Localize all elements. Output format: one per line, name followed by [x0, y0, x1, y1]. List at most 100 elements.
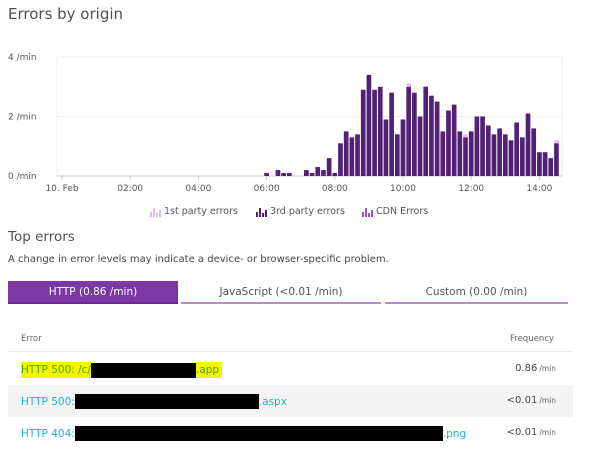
header-divider [8, 351, 573, 352]
top-errors-subtitle: A change in error levels may indicate a … [8, 254, 389, 265]
tab-custom[interactable]: Custom (0.00 /min) [385, 281, 568, 304]
top-errors-title: Top errors [8, 229, 75, 245]
legend-label: 1st party errors [164, 206, 238, 217]
bar-3rd-party-errors [326, 158, 332, 176]
y-tick-label: 2 /min [8, 113, 37, 123]
column-header-frequency[interactable]: Frequency [510, 334, 554, 344]
x-tick-label: 06:00 [254, 184, 280, 194]
bar-chart-icon [150, 207, 161, 217]
y-tick-label: 4 /min [8, 53, 37, 63]
bar-3rd-party-errors [304, 170, 309, 176]
bar-3rd-party-errors [275, 170, 281, 176]
bar-3rd-party-errors [321, 170, 326, 176]
bar-3rd-party-errors [417, 116, 423, 176]
legend-item-1st-party[interactable]: 1st party errors [150, 206, 238, 217]
bar-3rd-party-errors [394, 134, 400, 176]
x-tick-label: 04:00 [185, 184, 211, 194]
redacted-block [90, 362, 196, 378]
bar-3rd-party-errors [542, 152, 548, 176]
table-row[interactable]: HTTP 404: .png <0.01/min [8, 417, 573, 449]
error-link[interactable]: HTTP 404: .png [21, 426, 466, 441]
legend-label: CDN Errors [376, 206, 429, 217]
bar-3rd-party-errors [355, 134, 360, 176]
bar-3rd-party-errors [525, 113, 531, 176]
section-title: Errors by origin [8, 5, 124, 23]
bar-3rd-party-errors [463, 137, 468, 176]
bar-3rd-party-errors [332, 173, 338, 176]
bar-3rd-party-errors [480, 116, 485, 176]
y-tick-label: 0 /min [8, 172, 37, 182]
frequency-value: 0.86/min [515, 363, 556, 374]
bar-3rd-party-errors [474, 116, 480, 176]
bar-3rd-party-errors [440, 131, 446, 176]
errors-by-origin-chart: 0 /min 2 /min 4 /min 10. Feb 02:00 04:00 06:00… [8, 53, 563, 194]
error-link[interactable]: HTTP 500: /c/ .app [21, 362, 223, 378]
error-link[interactable]: HTTP 500: .aspx [21, 394, 287, 409]
table-row[interactable]: HTTP 500: /c/ .app 0.86/min [8, 353, 573, 385]
bar-3rd-party-errors [343, 131, 349, 176]
bar-3rd-party-errors [508, 140, 514, 176]
bar-chart-icon [362, 207, 373, 217]
bar-3rd-party-errors [349, 137, 355, 176]
bar-3rd-party-errors [423, 86, 429, 176]
bar-1st-party-errors [463, 134, 468, 138]
table-row[interactable]: HTTP 500: .aspx <0.01/min [8, 385, 573, 417]
x-tick-label: 02:00 [117, 184, 143, 194]
bar-3rd-party-errors [377, 86, 383, 176]
bar-3rd-party-errors [502, 134, 508, 176]
error-prefix: HTTP 500: [21, 395, 75, 408]
bar-3rd-party-errors [281, 173, 286, 176]
bar-3rd-party-errors [286, 173, 292, 176]
bar-3rd-party-errors [429, 95, 434, 176]
bar-3rd-party-errors [514, 122, 520, 176]
bar-3rd-party-errors [531, 128, 537, 176]
bar-3rd-party-errors [537, 152, 542, 176]
bar-3rd-party-errors [264, 173, 269, 176]
error-suffix: .aspx [258, 395, 287, 408]
bar-3rd-party-errors [451, 104, 457, 176]
bar-3rd-party-errors [554, 143, 559, 176]
bar-1st-party-errors [406, 83, 412, 87]
bar-3rd-party-errors [383, 119, 389, 176]
tab-javascript[interactable]: JavaScript (<0.01 /min) [181, 281, 381, 304]
frequency-value: <0.01/min [506, 395, 556, 406]
bar-3rd-party-errors [389, 92, 394, 176]
bar-3rd-party-errors [485, 125, 491, 176]
bar-3rd-party-errors [406, 86, 412, 176]
legend-label: 3rd party errors [270, 206, 345, 217]
error-prefix: HTTP 500: /c/ [21, 362, 91, 378]
bar-3rd-party-errors [491, 134, 497, 176]
bar-3rd-party-errors [434, 101, 440, 176]
bar-3rd-party-errors [315, 167, 321, 176]
bar-3rd-party-errors [412, 92, 417, 176]
bar-3rd-party-errors [309, 173, 315, 176]
error-suffix: .png [442, 427, 467, 440]
bar-3rd-party-errors [338, 143, 343, 176]
redacted-block [74, 426, 443, 441]
x-tick-label: 08:00 [322, 184, 348, 194]
x-tick-label: 12:00 [458, 184, 484, 194]
x-tick-label: 10:00 [390, 184, 416, 194]
bar-3rd-party-errors [497, 128, 502, 176]
bar-1st-party-errors [554, 140, 559, 144]
bar-3rd-party-errors [446, 110, 451, 176]
redacted-block [74, 394, 259, 409]
bar-3rd-party-errors [548, 158, 554, 176]
legend-item-cdn[interactable]: CDN Errors [362, 206, 428, 217]
x-tick-label: 10. Feb [45, 184, 78, 194]
error-suffix: .app [195, 362, 223, 378]
tab-http[interactable]: HTTP (0.86 /min) [8, 281, 178, 304]
bar-3rd-party-errors [360, 89, 366, 176]
bar-3rd-party-errors [468, 131, 474, 176]
frequency-value: <0.01/min [506, 427, 556, 438]
error-prefix: HTTP 404: [21, 427, 75, 440]
bar-3rd-party-errors [457, 131, 463, 176]
bar-3rd-party-errors [366, 74, 372, 176]
column-header-error[interactable]: Error [21, 334, 42, 344]
bar-3rd-party-errors [400, 119, 406, 176]
bar-chart-icon [256, 207, 267, 217]
bar-3rd-party-errors [520, 137, 525, 176]
legend-item-3rd-party[interactable]: 3rd party errors [256, 206, 345, 217]
x-tick-label: 14:00 [526, 184, 552, 194]
bar-3rd-party-errors [372, 89, 377, 176]
